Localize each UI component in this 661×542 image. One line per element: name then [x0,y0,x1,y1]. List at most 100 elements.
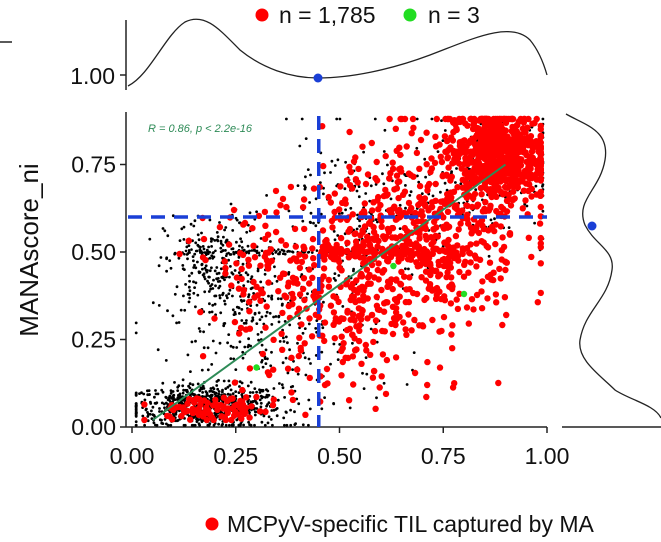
red-point [411,316,418,324]
red-point [262,324,269,331]
red-point [447,264,454,271]
red-point [141,416,148,424]
red-point [330,309,338,316]
red-point [471,252,479,259]
red-point [236,330,243,337]
black-point [134,408,138,412]
black-point [177,321,181,324]
black-point [214,284,217,288]
black-point [180,227,184,231]
red-point [180,404,187,411]
red-point [364,171,372,178]
red-point [373,158,380,166]
red-point [282,241,290,249]
black-point [216,387,220,391]
black-point [168,259,172,262]
black-point [322,300,325,304]
black-point [443,129,447,132]
red-point [449,384,457,391]
black-point [284,335,288,339]
red-point [372,175,379,182]
black-point [269,418,273,421]
black-point [303,327,307,330]
black-point [235,305,239,309]
black-point [213,411,217,415]
black-point [525,204,529,208]
red-point [491,227,498,235]
red-point [478,142,486,149]
red-point [503,311,510,319]
red-point [378,373,385,380]
black-point [219,311,223,315]
black-point [357,195,361,199]
red-point [389,330,397,338]
red-point [453,296,460,303]
black-point [301,331,305,335]
y-tick-label: 0.50 [71,239,116,265]
black-point [335,117,339,121]
red-point [327,247,335,254]
black-point [164,395,168,399]
black-point [239,422,243,425]
black-point [291,385,295,388]
red-point [473,291,481,299]
red-point [228,282,235,289]
black-point [247,251,251,255]
black-point [158,407,161,410]
black-point [251,318,255,322]
black-point [238,385,241,388]
red-point [471,140,479,148]
red-point [491,182,498,189]
black-point [210,363,214,366]
black-point [253,423,256,427]
red-point [393,297,401,304]
black-point [296,184,300,188]
red-point [299,204,307,211]
black-point [282,336,285,340]
black-point [381,172,384,176]
black-point [341,305,345,308]
red-point [428,203,436,211]
black-point [230,247,233,251]
red-point [369,374,377,381]
black-point [287,271,291,274]
red-point [459,207,466,214]
black-point [264,314,268,318]
red-point [250,278,257,286]
red-point [270,396,277,403]
red-point [534,299,541,306]
black-point [430,117,434,121]
red-point [433,245,440,253]
y-axis-ticks: 0.00 0.25 0.50 0.75 [71,152,126,440]
red-point [401,273,408,280]
black-point [263,272,267,276]
red-point [401,224,408,232]
red-point [344,354,352,362]
red-point [426,180,433,188]
black-point [208,256,212,260]
black-point [188,296,192,300]
y-tick-label: 0.00 [71,414,116,440]
red-point [176,250,183,258]
black-point [210,245,214,248]
black-point [330,159,334,163]
red-point [319,123,326,130]
black-point [298,316,301,320]
black-point [362,387,366,390]
red-point [310,185,318,192]
red-point [444,224,451,231]
black-point [289,408,292,412]
black-point [210,310,214,314]
black-point [209,387,213,390]
black-point [264,348,268,352]
red-point [431,159,439,167]
black-point [202,272,206,276]
black-point [459,182,463,186]
black-point [212,255,216,259]
black-point [228,423,231,427]
black-point [164,359,168,362]
black-point [206,269,209,272]
red-point [520,148,527,156]
red-point [467,137,474,145]
black-point [441,139,445,143]
